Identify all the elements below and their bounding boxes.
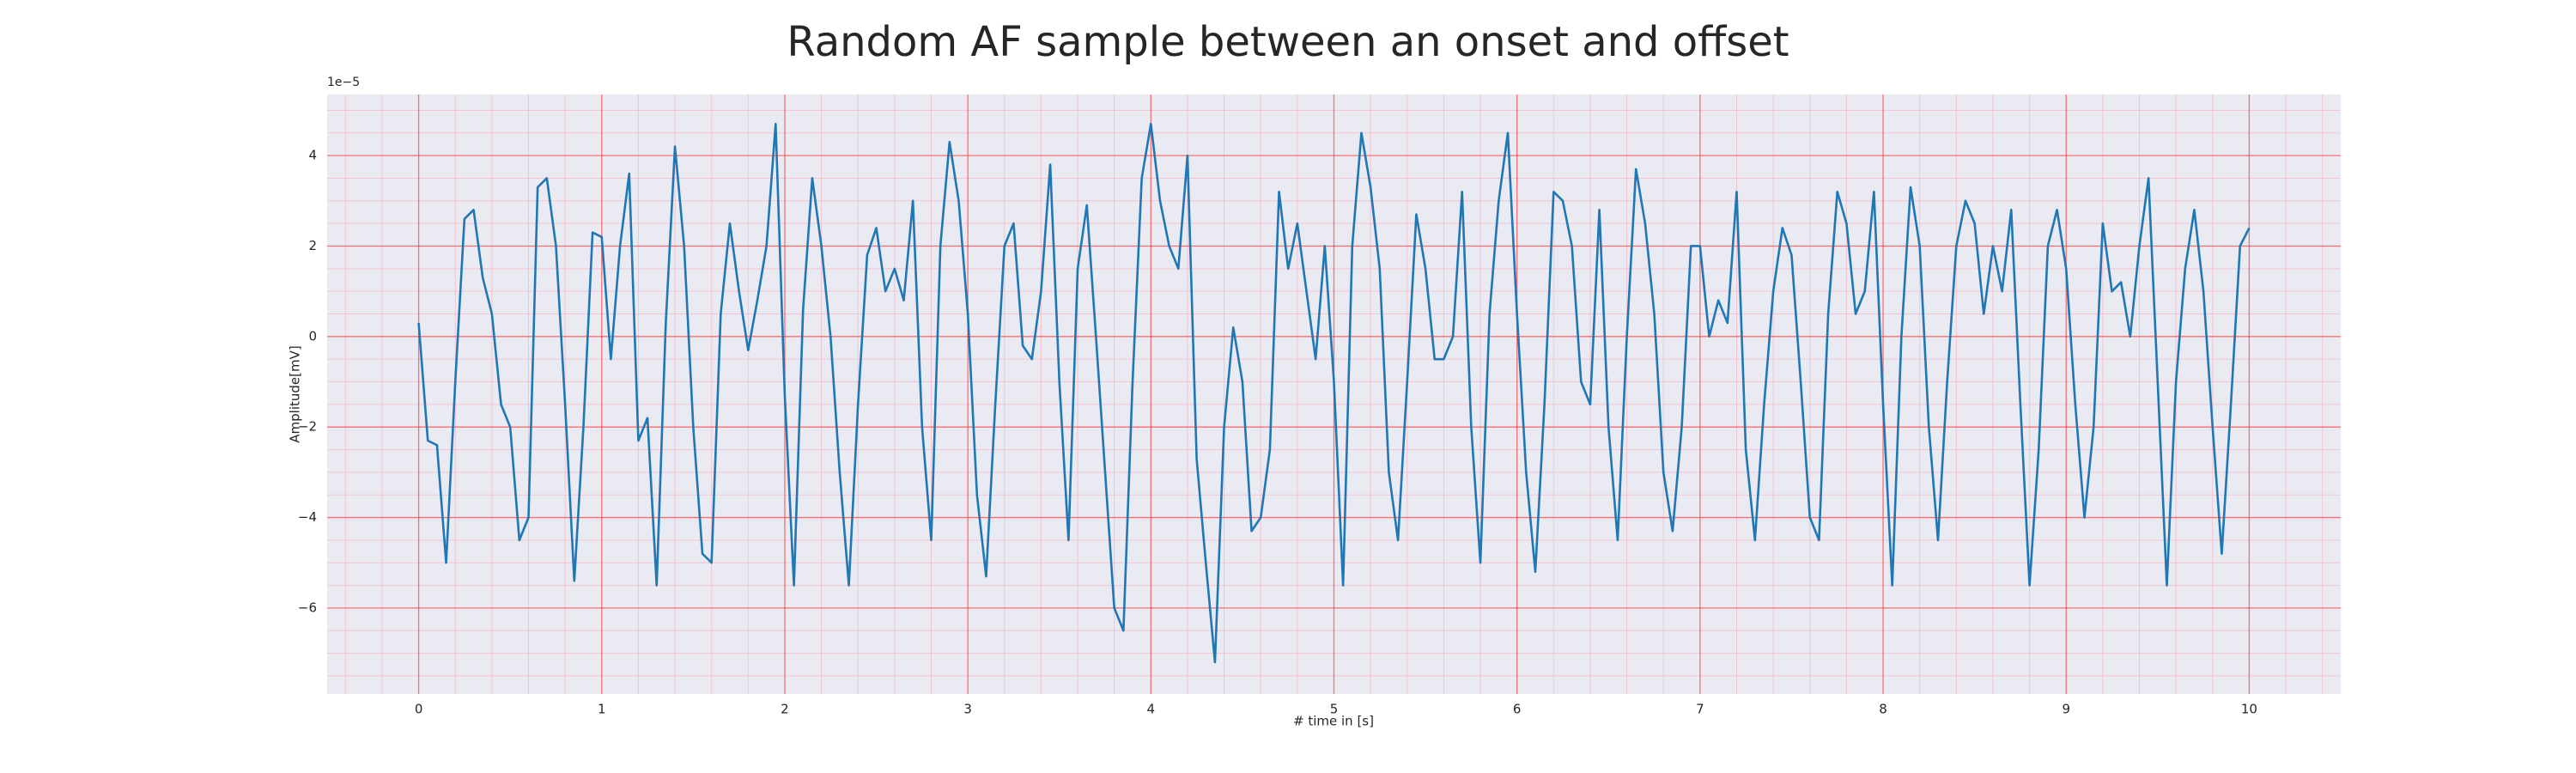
x-tick-label: 9 <box>2062 702 2070 717</box>
y-tick-label: 2 <box>308 238 317 253</box>
x-tick-label: 10 <box>2241 702 2257 717</box>
y-offset-label: 1e−5 <box>327 76 360 89</box>
x-tick-label: 0 <box>415 702 423 717</box>
y-tick-label: −4 <box>298 509 317 525</box>
y-tick-label: −2 <box>298 419 317 435</box>
x-tick-label: 4 <box>1147 702 1156 717</box>
x-tick-label: 1 <box>598 702 606 717</box>
y-tick-label: 4 <box>308 148 317 163</box>
data-layer <box>417 122 2251 664</box>
signal-line <box>417 122 2251 664</box>
y-tick-label: −6 <box>298 600 317 615</box>
x-tick-label: 8 <box>1879 702 1887 717</box>
y-axis-label: Amplitude[mV] <box>288 345 303 442</box>
y-tick-label: 0 <box>308 328 317 344</box>
x-axis-label: # time in [s] <box>1293 714 1374 729</box>
x-tick-label: 5 <box>1330 702 1339 717</box>
tick-labels: 0 1 2 3 4 5 6 7 8 9 10 −6 −4 −2 0 2 4 <box>298 148 2257 717</box>
x-tick-label: 6 <box>1513 702 1522 717</box>
chart-title: Random AF sample between an onset and of… <box>787 18 1789 66</box>
x-tick-label: 2 <box>781 702 789 717</box>
x-tick-label: 3 <box>963 702 972 717</box>
x-tick-label: 7 <box>1696 702 1704 717</box>
major-grid <box>327 94 2341 694</box>
